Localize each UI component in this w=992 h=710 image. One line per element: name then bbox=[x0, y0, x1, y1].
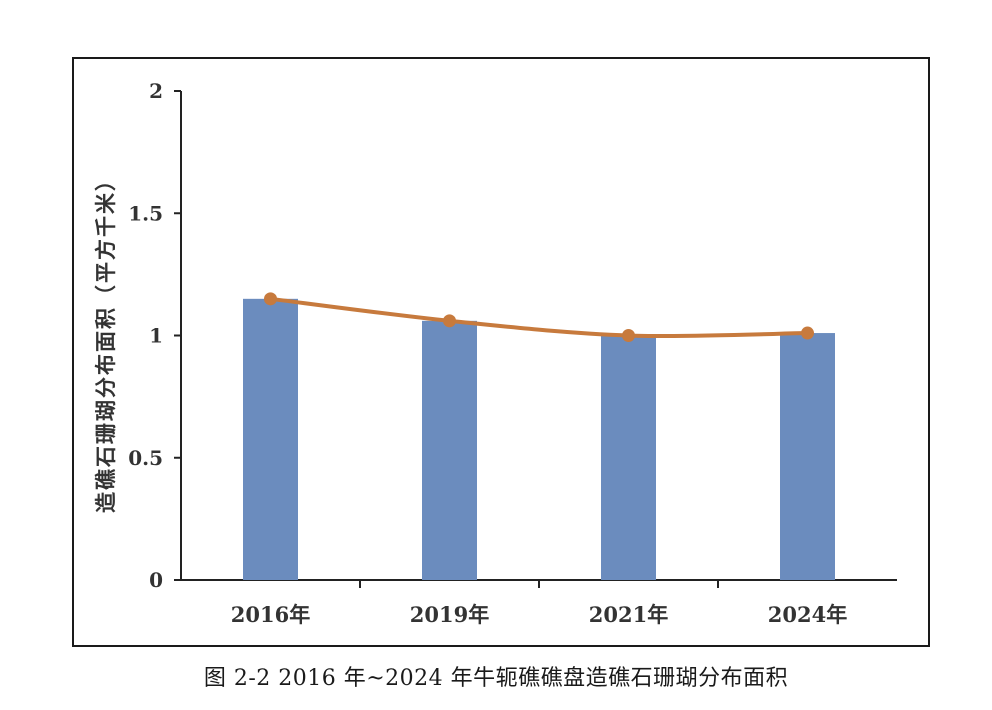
figure-caption: 图 2-2 2016 年~2024 年牛轭礁礁盘造礁石珊瑚分布面积 bbox=[203, 666, 789, 691]
y-tick-label: 0 bbox=[149, 568, 163, 592]
y-tick-label: 2 bbox=[149, 79, 163, 103]
bar bbox=[422, 320, 477, 580]
bar bbox=[780, 333, 835, 580]
x-tick-label: 2019年 bbox=[410, 602, 489, 627]
y-axis-label: 造礁石珊瑚分布面积（平方千米） bbox=[94, 168, 118, 513]
x-tick-label: 2016年 bbox=[231, 602, 310, 627]
y-tick-label: 1 bbox=[149, 324, 163, 348]
trend-point bbox=[622, 329, 635, 342]
x-tick-label: 2021年 bbox=[589, 602, 668, 627]
x-tick-label: 2024年 bbox=[768, 602, 847, 627]
bar bbox=[601, 335, 656, 580]
plot-area: 0 0.5 1 1.5 2 2016年 2019年 2021年 2024年 bbox=[128, 79, 897, 627]
y-tick-label: 1.5 bbox=[128, 201, 163, 225]
chart-svg: 0 0.5 1 1.5 2 2016年 2019年 2021年 2024年 造礁石珊瑚分布面积（… bbox=[94, 79, 897, 627]
bar bbox=[243, 298, 298, 580]
trend-point bbox=[801, 326, 814, 340]
y-tick-label: 0.5 bbox=[128, 446, 163, 470]
trend-point bbox=[443, 314, 456, 328]
trend-point bbox=[264, 292, 277, 306]
trend-line bbox=[268, 296, 810, 339]
